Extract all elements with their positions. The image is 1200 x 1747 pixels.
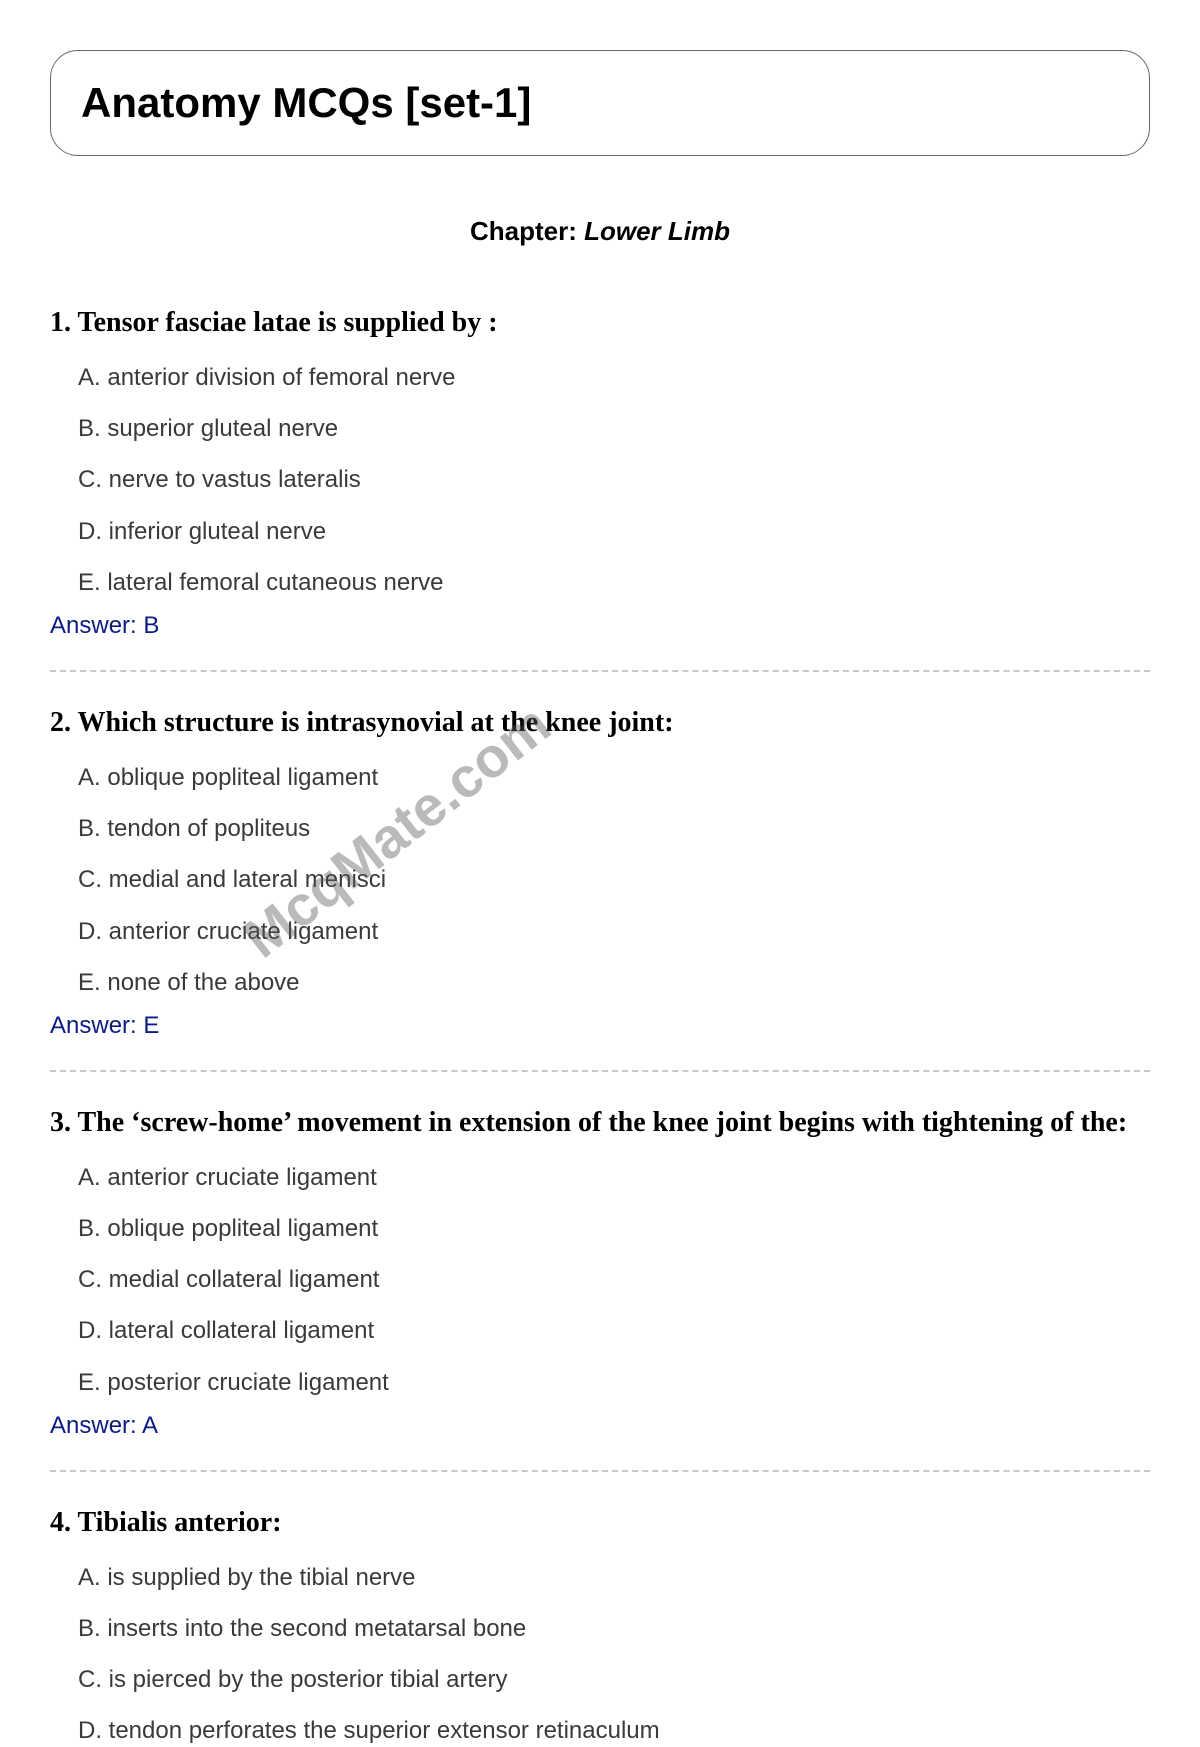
question-text: 3. The ‘screw-home’ movement in extensio…: [50, 1102, 1150, 1144]
question-text: 1. Tensor fasciae latae is supplied by :: [50, 302, 1150, 344]
option: C. is pierced by the posterior tibial ar…: [78, 1664, 1150, 1695]
divider: [50, 1070, 1150, 1072]
answer: Answer: E: [50, 1012, 1150, 1040]
chapter-name: Lower Limb: [584, 216, 730, 246]
option: A. oblique popliteal ligament: [78, 762, 1150, 793]
options-list: A. oblique popliteal ligament B. tendon o…: [50, 762, 1150, 998]
option: C. medial and lateral menisci: [78, 864, 1150, 895]
option: D. tendon perforates the superior extens…: [78, 1715, 1150, 1746]
option: C. nerve to vastus lateralis: [78, 464, 1150, 495]
questions-container: 1. Tensor fasciae latae is supplied by :…: [50, 302, 1150, 1747]
page-title: Anatomy MCQs [set-1]: [81, 79, 1119, 127]
options-list: A. anterior division of femoral nerve B. …: [50, 362, 1150, 598]
option: B. oblique popliteal ligament: [78, 1213, 1150, 1244]
divider: [50, 1470, 1150, 1472]
option: E. none of the above: [78, 967, 1150, 998]
option: A. is supplied by the tibial nerve: [78, 1562, 1150, 1593]
option: A. anterior division of femoral nerve: [78, 362, 1150, 393]
answer: Answer: B: [50, 612, 1150, 640]
divider: [50, 670, 1150, 672]
answer: Answer: A: [50, 1412, 1150, 1440]
option: A. anterior cruciate ligament: [78, 1162, 1150, 1193]
options-list: A. is supplied by the tibial nerve B. ins…: [50, 1562, 1150, 1747]
option: B. inserts into the second metatarsal bo…: [78, 1613, 1150, 1644]
option: D. lateral collateral ligament: [78, 1315, 1150, 1346]
option: E. posterior cruciate ligament: [78, 1367, 1150, 1398]
option: C. medial collateral ligament: [78, 1264, 1150, 1295]
options-list: A. anterior cruciate ligament B. oblique …: [50, 1162, 1150, 1398]
question-block: 1. Tensor fasciae latae is supplied by :…: [50, 302, 1150, 640]
question-text: 2. Which structure is intrasynovial at t…: [50, 702, 1150, 744]
question-block: 2. Which structure is intrasynovial at t…: [50, 702, 1150, 1040]
option: D. inferior gluteal nerve: [78, 516, 1150, 547]
option: B. superior gluteal nerve: [78, 413, 1150, 444]
question-block: 3. The ‘screw-home’ movement in extensio…: [50, 1102, 1150, 1440]
chapter-label: Chapter:: [470, 216, 584, 246]
option: E. lateral femoral cutaneous nerve: [78, 567, 1150, 598]
option: B. tendon of popliteus: [78, 813, 1150, 844]
chapter-heading: Chapter: Lower Limb: [50, 216, 1150, 247]
question-text: 4. Tibialis anterior:: [50, 1502, 1150, 1544]
question-block: 4. Tibialis anterior: A. is supplied by t…: [50, 1502, 1150, 1747]
option: D. anterior cruciate ligament: [78, 916, 1150, 947]
title-box: Anatomy MCQs [set-1]: [50, 50, 1150, 156]
